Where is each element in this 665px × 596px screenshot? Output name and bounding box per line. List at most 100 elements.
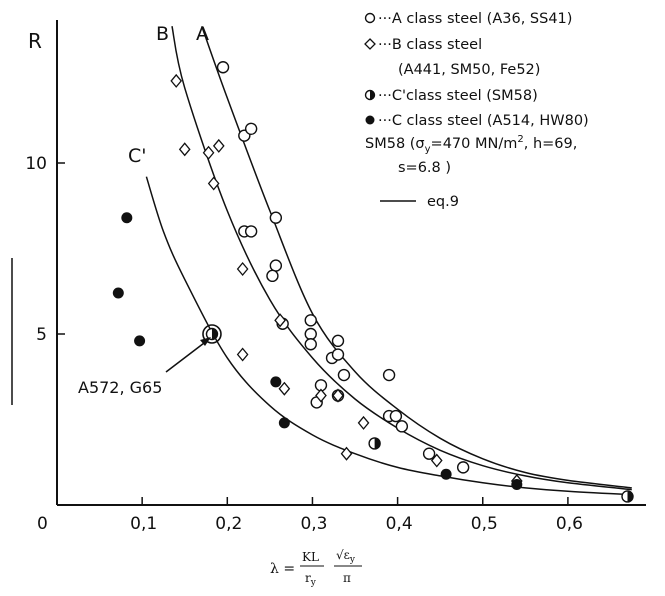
point-b-class xyxy=(202,145,215,160)
legend-open-circle-icon xyxy=(364,12,376,24)
legend-note-sup: 2 xyxy=(517,134,523,145)
point-a-class xyxy=(422,447,436,460)
axes xyxy=(56,20,646,506)
point-b-class xyxy=(178,142,191,157)
x-label-frac2-num: √ε xyxy=(336,548,350,562)
y-tick-label: 5 xyxy=(36,325,47,345)
legend-note-line-2: s=6.8 ) xyxy=(398,160,451,176)
legend: ···A class steel (A36, SS41) ···B class … xyxy=(364,11,589,210)
x-tick-label: 0,1 xyxy=(130,514,157,534)
x-tick-label: 0 xyxy=(37,514,48,534)
y-tick-label: 10 xyxy=(25,154,47,174)
annotation-a572: A572, G65 xyxy=(78,337,211,397)
point-b-class xyxy=(236,347,249,362)
point-a-class xyxy=(389,409,403,423)
svg-text:ry: ry xyxy=(305,571,317,588)
point-a-class xyxy=(304,338,317,351)
y-axis-label: R xyxy=(28,29,42,53)
annotation-arrowhead xyxy=(200,337,211,346)
point-c-prime-class xyxy=(368,437,381,450)
annotated-point-ring xyxy=(202,324,222,344)
point-a-class xyxy=(331,334,345,348)
point-a-class xyxy=(331,348,345,361)
x-tick-label: 0,4 xyxy=(386,514,413,534)
x-tick-label: 0,6 xyxy=(556,514,583,534)
point-c-class xyxy=(511,478,523,490)
point-a-class xyxy=(337,368,351,382)
point-b-class xyxy=(236,262,249,277)
point-c-class xyxy=(440,468,452,480)
point-a-class xyxy=(304,314,317,327)
point-a-class xyxy=(395,420,409,433)
point-c-prime-class xyxy=(205,327,219,341)
point-b-class xyxy=(430,453,443,468)
data-points xyxy=(112,61,634,503)
point-b-class xyxy=(332,388,344,403)
curve-label-a: A xyxy=(196,23,209,45)
legend-note-part-3: , h=69, xyxy=(524,136,578,152)
point-c-class xyxy=(121,212,133,224)
point-b-class xyxy=(212,138,225,153)
x-label-frac1-den: r xyxy=(305,571,311,585)
point-a-class xyxy=(266,269,279,283)
curve-c-prime xyxy=(145,176,632,496)
legend-note-sub: y xyxy=(425,144,431,155)
point-c-prime-fill xyxy=(211,328,218,340)
point-c-class xyxy=(112,287,124,299)
annotation-text: A572, G65 xyxy=(78,378,162,397)
x-label-frac2-num-sub: y xyxy=(349,555,356,565)
curve-b xyxy=(171,26,632,491)
point-a-class xyxy=(269,211,283,224)
point-c-prime-class xyxy=(621,490,634,503)
legend-note-part-1: SM58 (σ xyxy=(365,136,425,152)
legend-open-diamond-icon xyxy=(364,38,376,50)
x-tick-label: 0,5 xyxy=(471,514,498,534)
legend-text-eq9: eq.9 xyxy=(427,194,459,210)
point-c-class xyxy=(278,417,290,429)
curve-label-b: B xyxy=(156,23,169,45)
x-tick-label: 0,2 xyxy=(215,514,242,534)
point-b-class xyxy=(340,446,353,461)
point-a-class xyxy=(244,225,258,238)
ticks: 0 0,1 0,2 0,3 0,4 0,5 0,6 5 10 xyxy=(25,154,583,534)
point-c-class xyxy=(134,335,146,347)
legend-entry-b: ···B class steel (A441, SM50, Fe52) xyxy=(364,37,540,78)
x-tick-label: 0,3 xyxy=(300,514,327,534)
x-label-lhs: λ = xyxy=(270,561,295,577)
legend-half-circle-fill xyxy=(370,90,375,100)
curve-a xyxy=(201,25,632,489)
legend-text-c: ···C class steel (A514, HW80) xyxy=(378,113,589,129)
point-c-prime-fill xyxy=(374,437,381,449)
legend-text-a: ···A class steel (A36, SS41) xyxy=(378,11,572,27)
point-c-prime-fill xyxy=(627,490,634,502)
curve-label-c-prime: C' xyxy=(128,145,147,167)
legend-text-b: ···B class steel xyxy=(378,37,482,53)
x-label-frac2-den: π xyxy=(343,571,351,585)
legend-entry-eq9: eq.9 xyxy=(380,194,459,210)
curves xyxy=(145,25,632,496)
legend-text-c-prime: ···C'class steel (SM58) xyxy=(378,88,538,104)
point-a-class xyxy=(456,461,470,474)
point-b-class xyxy=(357,415,370,430)
x-axis-label: λ = KL ry √εy π xyxy=(270,548,362,588)
legend-note-part-2: =470 MN/m xyxy=(431,136,518,152)
legend-note: SM58 (σy=470 MN/m2, h=69, s=6.8 ) xyxy=(365,134,577,176)
legend-filled-circle-icon xyxy=(365,115,375,125)
x-label-frac1-num: KL xyxy=(302,550,319,564)
point-a-class xyxy=(244,122,258,136)
point-b-class xyxy=(170,73,183,88)
svg-text:SM58 (σy=470 MN/m2, h=69,: SM58 (σy=470 MN/m2, h=69, xyxy=(365,134,577,155)
x-label-frac1-den-sub: y xyxy=(310,578,317,588)
legend-text-b-2: (A441, SM50, Fe52) xyxy=(398,62,540,78)
point-c-class xyxy=(270,376,282,388)
point-b-class xyxy=(207,176,220,191)
svg-text:√εy: √εy xyxy=(336,548,356,565)
legend-entry-c: ···C class steel (A514, HW80) xyxy=(365,113,589,129)
legend-entry-c-prime: ···C'class steel (SM58) xyxy=(364,88,538,104)
point-a-class xyxy=(216,61,230,74)
point-b-class xyxy=(274,313,286,328)
point-b-class xyxy=(315,388,327,403)
annotation-leader-line xyxy=(165,339,209,373)
point-a-class xyxy=(304,327,317,341)
